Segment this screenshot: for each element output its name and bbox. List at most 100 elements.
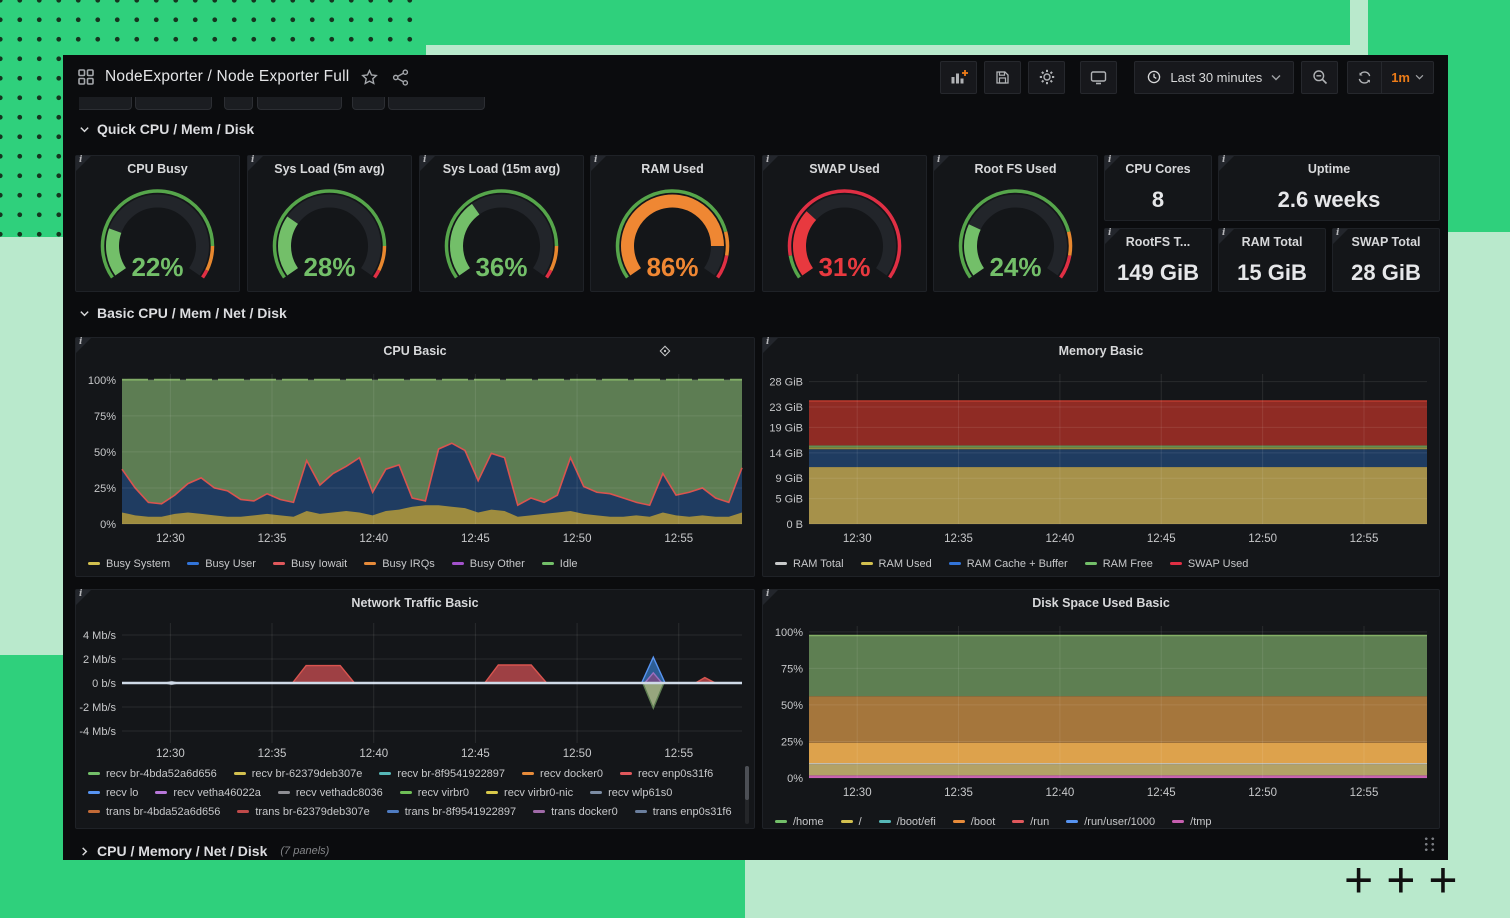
info-icon: i [766,337,769,347]
y-axis-label: 100% [775,627,803,639]
svg-text:24%: 24% [989,252,1041,282]
x-axis-label: 12:30 [843,533,872,545]
x-axis-label: 12:45 [461,748,490,760]
legend-item[interactable]: /home [775,816,824,828]
stat-value: 15 GiB [1219,260,1325,286]
chart-plot-network[interactable]: 4 Mb/s2 Mb/s0 b/s-2 Mb/s-4 Mb/s12:3012:3… [76,616,754,765]
legend-label: recv br-8f9541922897 [397,768,505,780]
legend-item[interactable]: /boot [953,816,995,828]
refresh-button[interactable] [1348,62,1381,93]
legend-item[interactable]: Busy IRQs [364,558,435,570]
chart-body: 100%75%50%25%0%12:3012:3512:4012:4512:50… [76,364,754,576]
dashboard-grid-icon[interactable] [77,68,95,86]
legend-row: recv br-4bda52a6d656 recv br-62379deb307e… [76,764,740,783]
chart-plot-disk[interactable]: 100%75%50%25%0%12:3012:3512:4012:4512:50… [763,616,1439,804]
legend-item[interactable]: SWAP Used [1170,558,1249,570]
y-axis-label: 9 GiB [775,473,803,485]
x-axis-label: 12:50 [1248,787,1277,799]
panel-resize-handle[interactable] [1423,836,1436,851]
legend-item[interactable]: trans br-4bda52a6d656 [88,806,220,818]
legend-label: recv wlp61s0 [608,787,672,799]
legend-row: trans br-4bda52a6d656 trans br-62379deb30… [76,802,740,821]
legend-item[interactable]: recv virbr0 [400,787,469,799]
panel-title: RAM Used [591,156,754,182]
star-icon[interactable] [361,69,378,86]
legend-item[interactable]: Busy Other [452,558,525,570]
variable-dropdown[interactable] [135,97,212,110]
panel-title: Network Traffic Basic [76,590,754,616]
legend-item[interactable]: /run/user/1000 [1066,816,1155,828]
legend-scrollbar[interactable] [745,766,749,824]
zoom-out-button[interactable] [1301,61,1338,94]
stat-panel-ram-total: iRAM Total15 GiB [1218,228,1326,292]
row-cpu-memory-net-disk-collapsed[interactable]: CPU / Memory / Net / Disk (7 panels) [79,843,329,859]
legend-item[interactable]: recv vetha46022a [155,787,260,799]
info-icon: i [1222,155,1225,165]
y-axis-label: -2 Mb/s [79,702,116,714]
variable-dropdown[interactable] [388,97,485,110]
legend-color-mark [387,810,399,813]
add-panel-button[interactable] [940,61,977,94]
legend-label: RAM Used [879,558,932,570]
row-quick-cpu-mem-disk[interactable]: Quick CPU / Mem / Disk [79,121,254,137]
legend-item[interactable]: RAM Free [1085,558,1153,570]
legend-item[interactable]: recv lo [88,787,138,799]
legend-label: recv docker0 [540,768,603,780]
legend-item[interactable]: recv br-8f9541922897 [379,768,505,780]
legend-color-mark [88,791,100,794]
legend-label: /run/user/1000 [1084,816,1155,828]
y-axis-label: 75% [781,663,803,675]
info-icon: i [423,155,426,165]
time-range-button[interactable]: Last 30 minutes [1134,61,1294,94]
legend-item[interactable]: trans docker0 [533,806,618,818]
legend-color-mark [953,820,965,823]
legend-item[interactable]: RAM Total [775,558,844,570]
gauge-panel-cpu-busy: iCPU Busy22% [75,155,240,292]
legend-item[interactable]: recv br-62379deb307e [234,768,363,780]
panel-title: Root FS Used [934,156,1097,182]
legend-item[interactable]: Busy Iowait [273,558,347,570]
scrollbar-thumb[interactable] [745,766,749,800]
chevron-down-icon [79,124,90,135]
variable-dropdown[interactable] [224,97,253,110]
legend-item[interactable]: /run [1012,816,1049,828]
legend-item[interactable]: Busy System [88,558,170,570]
legend-row: recv lo recv vetha46022a recv vethadc8036 r… [76,783,740,802]
refresh-interval-label: 1m [1391,70,1410,85]
legend-item[interactable]: Idle [542,558,578,570]
legend-item[interactable]: recv enp0s31f6 [620,768,713,780]
legend-item[interactable]: Busy User [187,558,256,570]
legend-color-mark [1172,820,1184,823]
legend-item[interactable]: RAM Cache + Buffer [949,558,1068,570]
legend-item[interactable]: recv docker0 [522,768,603,780]
row-basic-cpu-mem-net-disk[interactable]: Basic CPU / Mem / Net / Disk [79,305,287,321]
chart-plot-memory[interactable]: 28 GiB23 GiB19 GiB14 GiB9 GiB5 GiB0 B12:… [763,364,1439,550]
legend-item[interactable]: recv wlp61s0 [590,787,672,799]
legend-item[interactable]: RAM Used [861,558,932,570]
y-axis-label: 2 Mb/s [83,654,117,666]
variable-dropdown[interactable] [257,97,342,110]
x-axis-label: 12:50 [1248,533,1277,545]
chevron-down-icon [1271,74,1281,81]
legend-item[interactable]: recv vethadc8036 [278,787,383,799]
legend-item[interactable]: recv virbr0-nic [486,787,573,799]
save-button[interactable] [984,61,1021,94]
legend-item[interactable]: /tmp [1172,816,1211,828]
variable-dropdown[interactable] [352,97,385,110]
tv-mode-button[interactable] [1080,61,1117,94]
chart-plot-cpu[interactable]: 100%75%50%25%0%12:3012:3512:4012:4512:50… [76,364,754,550]
y-axis-label: 0 b/s [92,678,116,690]
legend-item[interactable]: / [841,816,862,828]
share-icon[interactable] [392,69,409,86]
legend-item[interactable]: /boot/efi [879,816,936,828]
settings-button[interactable] [1028,61,1065,94]
x-axis-label: 12:50 [563,748,592,760]
panel-datasource-icon[interactable] [658,344,672,361]
legend-item[interactable]: trans br-62379deb307e [237,806,369,818]
section-title: CPU / Memory / Net / Disk [97,843,267,859]
legend-item[interactable]: recv br-4bda52a6d656 [88,768,217,780]
refresh-interval-dropdown[interactable]: 1m [1381,62,1433,93]
legend-item[interactable]: trans enp0s31f6 [635,806,732,818]
legend-item[interactable]: trans br-8f9541922897 [387,806,516,818]
variable-dropdown[interactable] [79,97,132,110]
